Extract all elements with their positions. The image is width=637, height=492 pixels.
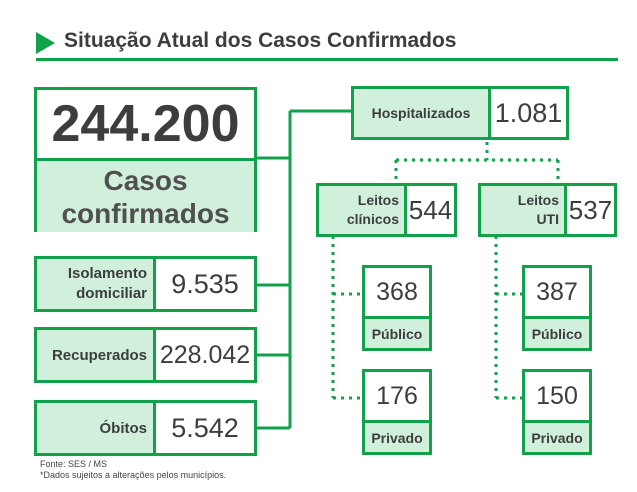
recuperados-value: 228.042 [159, 340, 251, 369]
clinicos-privado-label: Privado [365, 420, 429, 452]
footer-note: *Dados sujeitos a alterações pelos munic… [40, 470, 227, 480]
leitos-uti-label-line1: Leitos [517, 192, 559, 208]
clinicos-privado-box: 176 Privado [362, 369, 432, 455]
total-cases-label: Casos confirmados [37, 158, 254, 232]
isolamento-label: Isolamento domiciliar [37, 259, 156, 309]
header-arrow-icon [36, 32, 55, 54]
total-cases-box: 244.200 Casos confirmados [34, 87, 257, 232]
leitos-clinicos-box: Leitos clínicos 544 [316, 183, 457, 237]
recuperados-label: Recuperados [37, 330, 156, 380]
obitos-box: Óbitos 5.542 [34, 400, 257, 456]
leitos-uti-label-line2: UTI [536, 211, 559, 227]
obitos-value: 5.542 [171, 412, 239, 443]
leitos-uti-box: Leitos UTI 537 [478, 183, 617, 237]
header-underline [36, 58, 618, 61]
leitos-uti-label: Leitos UTI [481, 186, 567, 234]
total-cases-label-line2: confirmados [61, 197, 230, 229]
leitos-clinicos-label-line2: clínicos [346, 211, 399, 227]
hospitalizados-value: 1.081 [494, 97, 563, 128]
recuperados-box: Recuperados 228.042 [34, 327, 257, 383]
clinicos-publico-box: 368 Público [362, 265, 432, 351]
isolamento-label-line1: Isolamento [67, 265, 147, 282]
page-title: Situação Atual dos Casos Confirmados [64, 29, 457, 52]
clinicos-publico-value: 368 [376, 277, 418, 306]
total-cases-value: 244.200 [51, 95, 240, 153]
clinicos-privado-value: 176 [376, 381, 418, 410]
total-cases-label-line1: Casos [103, 164, 188, 196]
footer-source: Fonte: SES / MS [40, 459, 108, 469]
leitos-uti-value: 537 [568, 194, 613, 225]
leitos-clinicos-label-line1: Leitos [357, 192, 399, 208]
clinicos-publico-label: Público [365, 316, 429, 348]
isolamento-box: Isolamento domiciliar 9.535 [34, 256, 257, 312]
hospitalizados-label: Hospitalizados [354, 89, 491, 137]
uti-privado-box: 150 Privado [522, 369, 592, 455]
uti-publico-label: Público [525, 316, 589, 348]
uti-publico-box: 387 Público [522, 265, 592, 351]
uti-publico-value: 387 [536, 277, 578, 306]
leitos-clinicos-value: 544 [408, 194, 453, 225]
leitos-clinicos-label: Leitos clínicos [319, 186, 407, 234]
uti-privado-label: Privado [525, 420, 589, 452]
hospitalizados-box: Hospitalizados 1.081 [351, 86, 569, 140]
uti-privado-value: 150 [536, 381, 578, 410]
obitos-label: Óbitos [37, 403, 156, 453]
isolamento-label-line2: domiciliar [76, 285, 147, 302]
isolamento-value: 9.535 [171, 268, 239, 299]
